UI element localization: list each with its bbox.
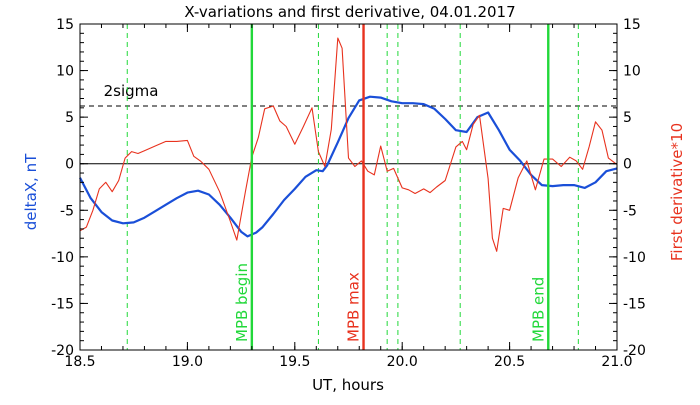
x-tick-label: 20.5 — [494, 354, 525, 370]
y-right-tick-label: -5 — [623, 203, 637, 219]
y-left-tick-label: 10 — [56, 64, 74, 80]
y-right-tick-label: 0 — [623, 157, 632, 173]
x-axis-label: UT, hours — [312, 376, 384, 394]
y-right-tick-label: -20 — [623, 343, 646, 359]
derivative-series-line — [79, 37, 618, 252]
x-tick-label: 19.0 — [172, 354, 203, 370]
left-axis-label: deltaX, nT — [22, 153, 40, 230]
plot-frame — [79, 23, 618, 351]
y-right-tick-label: 10 — [623, 64, 641, 80]
y-right-tick-label: -15 — [623, 296, 646, 312]
y-left-tick-label: -10 — [51, 250, 74, 266]
x-tick-label: 21.0 — [601, 354, 632, 370]
y-left-tick-label: -20 — [51, 343, 74, 359]
y-right-tick-label: 15 — [623, 17, 641, 33]
threshold-label: 2sigma — [104, 82, 159, 100]
y-right-tick-label: -10 — [623, 250, 646, 266]
marker-label-mpb-end: MPB end — [529, 277, 547, 342]
y-left-tick-label: 5 — [65, 110, 74, 126]
plot-area: 2sigma MPB begin MPB max MPB end 18.5 19.0 19.… — [51, 17, 646, 370]
y-left-tick-label: 0 — [65, 157, 74, 173]
chart-title: X-variations and first derivative, 04.01… — [184, 3, 515, 21]
x-tick-label: 18.5 — [64, 354, 95, 370]
marker-label-mpb-max: MPB max — [345, 272, 363, 342]
y-left-tick-label: 15 — [56, 17, 74, 33]
marker-label-mpb-begin: MPB begin — [233, 263, 251, 342]
y-right-tick-label: 5 — [623, 110, 632, 126]
x-tick-label: 19.5 — [279, 354, 310, 370]
x-tick-label: 20.0 — [387, 354, 418, 370]
deltax-series-line — [79, 95, 618, 238]
y-left-tick-label: -5 — [60, 203, 74, 219]
y-left-tick-label: -15 — [51, 296, 74, 312]
right-axis-label: First derivative*10 — [668, 123, 686, 261]
